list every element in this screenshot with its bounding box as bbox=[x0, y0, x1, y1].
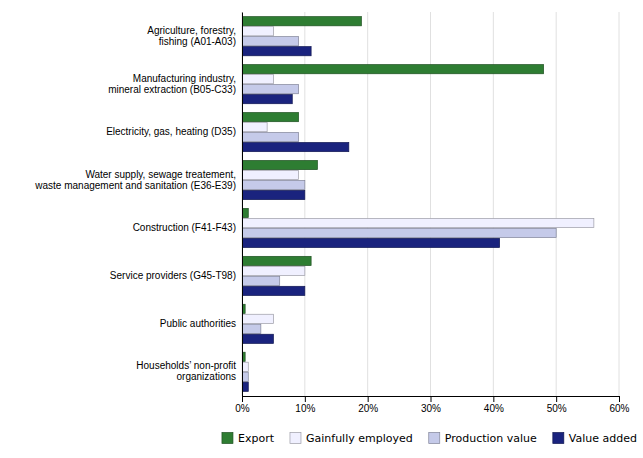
bar bbox=[242, 276, 280, 285]
bar-series bbox=[242, 47, 500, 392]
y-tick: Construction (F41-F43) bbox=[133, 222, 242, 233]
grid bbox=[242, 12, 619, 396]
y-tick-label: Agriculture, forestry,fishing (A01-A03) bbox=[147, 25, 236, 47]
bar-series bbox=[242, 37, 556, 382]
bar bbox=[242, 37, 299, 46]
legend-item: Value added bbox=[553, 432, 637, 445]
legend-item: Production value bbox=[429, 432, 537, 445]
y-tick-label: Construction (F41-F43) bbox=[133, 222, 236, 233]
bar bbox=[242, 180, 305, 189]
x-tick: 10% bbox=[295, 396, 315, 414]
x-tick: 30% bbox=[421, 396, 441, 414]
y-tick: Electricity, gas, heating (D35) bbox=[106, 126, 242, 137]
x-tick: 50% bbox=[547, 396, 567, 414]
bar bbox=[242, 286, 305, 295]
x-tick-label: 10% bbox=[295, 403, 315, 414]
x-tick: 20% bbox=[358, 396, 378, 414]
grid-line bbox=[242, 12, 243, 396]
bar bbox=[242, 75, 273, 84]
x-tick-mark bbox=[431, 396, 432, 402]
bar bbox=[242, 17, 361, 26]
y-tick-label: Households’ non-profitorganizations bbox=[136, 360, 236, 382]
y-tick: Water supply, sewage treatement,waste ma… bbox=[34, 169, 242, 191]
bar bbox=[242, 218, 594, 227]
bar bbox=[242, 324, 261, 333]
legend-swatch bbox=[222, 433, 233, 444]
bar bbox=[242, 85, 299, 94]
y-axis-line bbox=[242, 13, 243, 397]
bar bbox=[242, 113, 299, 122]
legend-item: Export bbox=[222, 432, 275, 445]
bar bbox=[242, 47, 311, 56]
y-tick-label: Service providers (G45-T98) bbox=[110, 270, 236, 281]
plot: 0% 10% 20% 30% 40% 50% 60% Agriculture, forestr… bbox=[34, 12, 629, 414]
x-tick-label: 20% bbox=[358, 403, 378, 414]
bars bbox=[242, 17, 594, 392]
x-tick-label: 40% bbox=[484, 403, 504, 414]
x-tick-mark bbox=[305, 396, 306, 402]
grid-line bbox=[619, 12, 620, 396]
bar bbox=[242, 132, 299, 141]
bar bbox=[242, 123, 267, 132]
y-tick: Households’ non-profitorganizations bbox=[136, 360, 242, 382]
y-tick-label: Water supply, sewage treatement,waste ma… bbox=[34, 169, 236, 191]
x-tick-mark bbox=[556, 396, 557, 402]
bar bbox=[242, 256, 311, 265]
legend-label: Value added bbox=[569, 432, 637, 445]
bar bbox=[242, 334, 273, 343]
legend-swatch bbox=[553, 433, 564, 444]
bar bbox=[242, 266, 305, 275]
bar-series bbox=[242, 17, 544, 362]
grid-line bbox=[556, 12, 557, 396]
legend-label: Gainfully employed bbox=[306, 432, 413, 445]
bar bbox=[242, 228, 556, 237]
bar bbox=[242, 170, 299, 179]
legend-swatch bbox=[429, 433, 440, 444]
legend-label: Production value bbox=[445, 432, 537, 445]
y-tick: Manufacturing industry,mineral extractio… bbox=[108, 73, 242, 95]
x-tick-label: 60% bbox=[609, 403, 629, 414]
bar bbox=[242, 65, 544, 74]
bar bbox=[242, 190, 305, 199]
bar bbox=[242, 160, 317, 169]
bar bbox=[242, 314, 273, 323]
bar bbox=[242, 238, 500, 247]
x-tick-label: 30% bbox=[421, 403, 441, 414]
x-tick-mark bbox=[493, 396, 494, 402]
y-tick: Public authorities bbox=[160, 318, 242, 329]
y-tick: Agriculture, forestry,fishing (A01-A03) bbox=[147, 25, 242, 47]
y-tick-label: Electricity, gas, heating (D35) bbox=[106, 126, 236, 137]
legend-label: Export bbox=[238, 432, 275, 445]
x-tick: 0% bbox=[235, 396, 250, 414]
x-tick: 40% bbox=[484, 396, 504, 414]
legend-item: Gainfully employed bbox=[290, 432, 413, 445]
legend: Export Gainfully employed Production value… bbox=[222, 432, 637, 445]
y-tick: Service providers (G45-T98) bbox=[110, 270, 242, 281]
x-tick-label: 0% bbox=[235, 403, 250, 414]
y-tick-label: Manufacturing industry,mineral extractio… bbox=[108, 73, 236, 95]
y-tick-label: Public authorities bbox=[160, 318, 236, 329]
bar bbox=[242, 142, 349, 151]
x-tick: 60% bbox=[609, 396, 629, 414]
x-tick-label: 50% bbox=[547, 403, 567, 414]
chart: 0% 10% 20% 30% 40% 50% 60% Agriculture, forestr… bbox=[0, 0, 643, 458]
legend-swatch bbox=[290, 433, 301, 444]
x-axis: 0% 10% 20% 30% 40% 50% 60% bbox=[235, 396, 629, 414]
y-axis: Agriculture, forestry,fishing (A01-A03) M… bbox=[34, 13, 242, 397]
bar-series bbox=[242, 27, 594, 372]
x-tick-mark bbox=[619, 396, 620, 402]
x-tick-mark bbox=[368, 396, 369, 402]
bar bbox=[242, 27, 273, 36]
bar bbox=[242, 95, 292, 104]
x-tick-mark bbox=[242, 396, 243, 402]
